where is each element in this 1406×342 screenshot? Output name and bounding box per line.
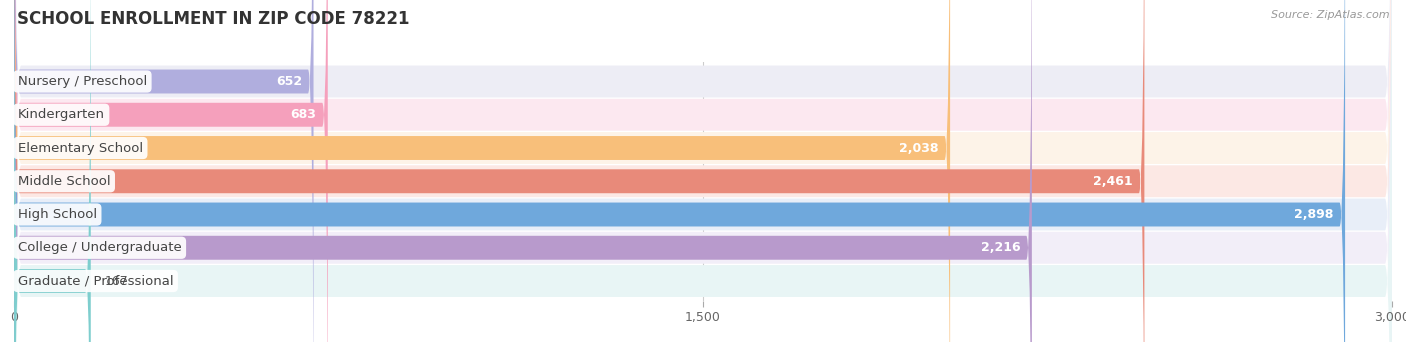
Text: 652: 652 xyxy=(276,75,302,88)
FancyBboxPatch shape xyxy=(14,0,1392,342)
Text: Kindergarten: Kindergarten xyxy=(18,108,104,121)
FancyBboxPatch shape xyxy=(14,0,1392,342)
FancyBboxPatch shape xyxy=(14,0,1392,342)
FancyBboxPatch shape xyxy=(14,0,1392,342)
Text: Graduate / Professional: Graduate / Professional xyxy=(18,275,173,288)
FancyBboxPatch shape xyxy=(14,0,328,342)
FancyBboxPatch shape xyxy=(14,0,314,342)
Text: SCHOOL ENROLLMENT IN ZIP CODE 78221: SCHOOL ENROLLMENT IN ZIP CODE 78221 xyxy=(17,10,409,28)
Text: 683: 683 xyxy=(291,108,316,121)
Text: 167: 167 xyxy=(104,275,128,288)
Text: 2,898: 2,898 xyxy=(1295,208,1334,221)
Text: Middle School: Middle School xyxy=(18,175,110,188)
Text: High School: High School xyxy=(18,208,97,221)
FancyBboxPatch shape xyxy=(14,0,1144,342)
FancyBboxPatch shape xyxy=(14,0,91,342)
Text: Source: ZipAtlas.com: Source: ZipAtlas.com xyxy=(1271,10,1389,20)
FancyBboxPatch shape xyxy=(14,0,1392,342)
Text: 2,038: 2,038 xyxy=(898,142,939,155)
FancyBboxPatch shape xyxy=(14,0,1392,342)
Text: College / Undergraduate: College / Undergraduate xyxy=(18,241,181,254)
Text: 2,461: 2,461 xyxy=(1094,175,1133,188)
FancyBboxPatch shape xyxy=(14,0,1346,342)
Text: Nursery / Preschool: Nursery / Preschool xyxy=(18,75,148,88)
Text: 2,216: 2,216 xyxy=(981,241,1021,254)
FancyBboxPatch shape xyxy=(14,0,1392,342)
FancyBboxPatch shape xyxy=(14,0,950,342)
Text: Elementary School: Elementary School xyxy=(18,142,143,155)
FancyBboxPatch shape xyxy=(14,0,1032,342)
